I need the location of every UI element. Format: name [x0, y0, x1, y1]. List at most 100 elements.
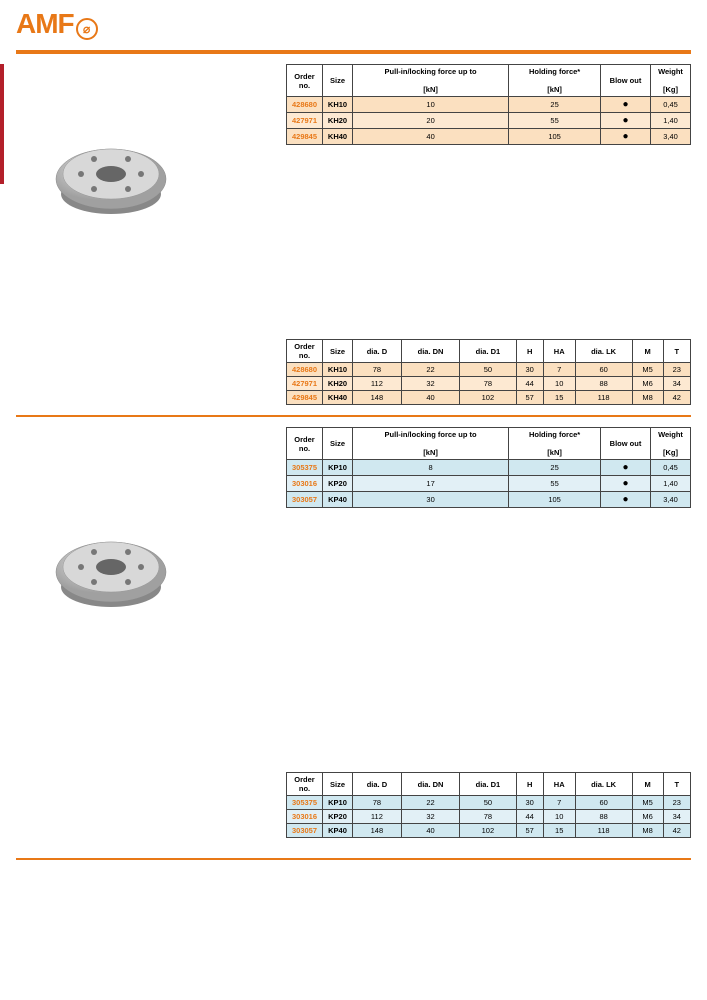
product-image-2	[46, 517, 176, 627]
cell-order: 429845	[287, 129, 323, 145]
cell-weight: 0,45	[651, 460, 691, 476]
table-3: Orderno. Size Pull-in/locking force up t…	[286, 427, 691, 508]
cell: 148	[353, 391, 402, 405]
cell-order: 303057	[287, 492, 323, 508]
top-rule	[16, 50, 691, 54]
header: AMF ⌀	[0, 0, 707, 44]
th: T	[663, 340, 690, 363]
cell-order: 305375	[287, 796, 323, 810]
cell: 23	[663, 363, 690, 377]
cell: 23	[663, 796, 690, 810]
cell-blow: ●	[601, 492, 651, 508]
th: Holding force*[kN]	[509, 428, 601, 460]
cell: 15	[543, 824, 575, 838]
table-row: 427971KH202055●1,40	[287, 113, 691, 129]
cell: 44	[516, 810, 543, 824]
table-row: 305375KP10825●0,45	[287, 460, 691, 476]
th: M	[632, 773, 663, 796]
table-row: 303057KP40148401025715118M842	[287, 824, 691, 838]
tbody-2: 428680KH1078225030760M523427971KH2011232…	[287, 363, 691, 405]
cell-size: KH20	[323, 113, 353, 129]
cell-pull: 8	[353, 460, 509, 476]
logo-circle-icon: ⌀	[76, 18, 98, 40]
cell-blow: ●	[601, 476, 651, 492]
cell-order: 428680	[287, 363, 323, 377]
table-row: 428680KH1078225030760M523	[287, 363, 691, 377]
cell-size: KH40	[323, 391, 353, 405]
th-blow: Blow out	[601, 65, 651, 97]
th: dia. D	[353, 340, 402, 363]
cell: M5	[632, 796, 663, 810]
cell-pull: 10	[353, 97, 509, 113]
table-row: 429845KH4040105●3,40	[287, 129, 691, 145]
cell-size: KH10	[323, 363, 353, 377]
logo-text: AMF	[16, 8, 74, 39]
cell: 112	[353, 377, 402, 391]
th: H	[516, 773, 543, 796]
th: dia. LK	[575, 340, 632, 363]
cell-weight: 1,40	[651, 476, 691, 492]
th: Orderno.	[287, 428, 323, 460]
cell: 78	[353, 796, 402, 810]
cell-size: KP40	[323, 492, 353, 508]
cell-size: KH40	[323, 129, 353, 145]
th: Size	[323, 340, 353, 363]
cell: 88	[575, 377, 632, 391]
cell-weight: 0,45	[651, 97, 691, 113]
cell: 7	[543, 363, 575, 377]
cell: 32	[401, 810, 459, 824]
logo-inner-icon: ⌀	[83, 22, 90, 36]
cell-pull: 40	[353, 129, 509, 145]
cell: 22	[401, 363, 459, 377]
cell-size: KP20	[323, 476, 353, 492]
cell: 40	[401, 391, 459, 405]
table-row: 303057KP4030105●3,40	[287, 492, 691, 508]
product-image-1	[46, 124, 176, 234]
tbody-4: 305375KP1078225030760M523303016KP2011232…	[287, 796, 691, 838]
cell: 102	[460, 391, 516, 405]
cell-weight: 3,40	[651, 129, 691, 145]
cell: 102	[460, 824, 516, 838]
cell-pull: 20	[353, 113, 509, 129]
cell: 10	[543, 377, 575, 391]
th-weight: Weight[Kg]	[651, 65, 691, 97]
th: dia. D1	[460, 773, 516, 796]
cell-order: 303016	[287, 810, 323, 824]
cell: 10	[543, 810, 575, 824]
th: dia. DN	[401, 773, 459, 796]
cell-size: KP10	[323, 460, 353, 476]
cell-size: KP20	[323, 810, 353, 824]
th: Weight[Kg]	[651, 428, 691, 460]
table-2: Orderno. Size dia. D dia. DN dia. D1 H H…	[286, 339, 691, 405]
cell-order: 427971	[287, 113, 323, 129]
th: Size	[323, 428, 353, 460]
cell: 42	[663, 824, 690, 838]
cell: 40	[401, 824, 459, 838]
cell: M8	[632, 391, 663, 405]
cell: 60	[575, 796, 632, 810]
cell: 118	[575, 391, 632, 405]
cell: 50	[460, 363, 516, 377]
cell: 44	[516, 377, 543, 391]
cell-order: 303016	[287, 476, 323, 492]
th: dia. D1	[460, 340, 516, 363]
red-side-bar	[0, 64, 4, 184]
th-size: Size	[323, 65, 353, 97]
cell: 15	[543, 391, 575, 405]
cell: 34	[663, 810, 690, 824]
cell: 78	[460, 377, 516, 391]
mid-rule	[16, 415, 691, 417]
cell: 7	[543, 796, 575, 810]
th-pull: Pull-in/locking force up to[kN]	[353, 65, 509, 97]
tbody-1: 428680KH101025●0,45427971KH202055●1,4042…	[287, 97, 691, 145]
cell-pull: 30	[353, 492, 509, 508]
cell-order: 428680	[287, 97, 323, 113]
right-column-2: Orderno. Size Pull-in/locking force up t…	[286, 427, 691, 632]
cell: 30	[516, 796, 543, 810]
cell: 88	[575, 810, 632, 824]
cell-order: 303057	[287, 824, 323, 838]
cell-hold: 55	[509, 113, 601, 129]
table-row: 305375KP1078225030760M523	[287, 796, 691, 810]
cell: 32	[401, 377, 459, 391]
cell-blow: ●	[601, 460, 651, 476]
